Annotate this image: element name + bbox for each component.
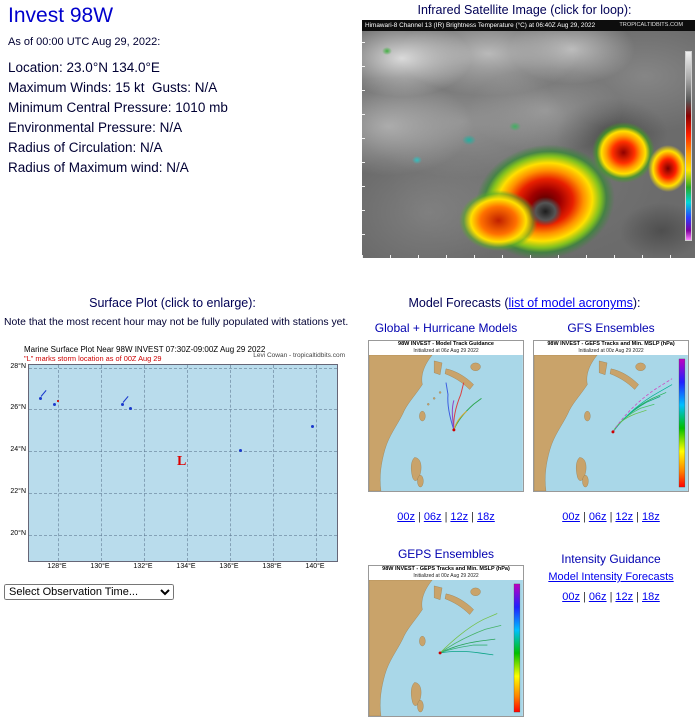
latitude-ticks [362, 42, 365, 258]
lon-label: 134°E [176, 563, 196, 570]
model-intensity-forecasts-link[interactable]: Model Intensity Forecasts [548, 571, 674, 583]
model-acronyms-link[interactable]: list of model acronyms [508, 296, 633, 310]
as-of-date: As of 00:00 UTC Aug 29, 2022: [8, 36, 161, 48]
surface-map-credit: Levi Cowan - tropicaltidbits.com [253, 352, 345, 359]
marine-surface-plot[interactable]: Marine Surface Plot Near 98W INVEST 07:3… [8, 344, 345, 572]
station-wind-barb [40, 390, 47, 397]
global-hurricane-run-links: 00z | 06z | 12z | 18z [397, 511, 495, 523]
run-link-06z[interactable]: 06z [423, 511, 442, 523]
lat-label: 20°N [10, 530, 26, 537]
convection-blob-east [648, 144, 689, 193]
map-subtitle: Initialized at 00z Aug 29 2022 [578, 348, 644, 354]
station-marker [311, 425, 314, 428]
observation-time-select[interactable]: Select Observation Time... [4, 584, 174, 600]
lon-label: 130°E [90, 563, 110, 570]
stat-location: Location: 23.0°N 134.0°E [8, 60, 160, 75]
surface-plot-note: Note that the most recent hour may not b… [4, 317, 349, 328]
page-title: Invest 98W [8, 4, 114, 27]
surface-map-title: Marine Surface Plot Near 98W INVEST 07:3… [24, 345, 266, 354]
gfs-ensembles-run-links: 00z | 06z | 12z | 18z [562, 511, 660, 523]
stat-radius-circulation: Radius of Circulation: N/A [8, 140, 163, 155]
map-subtitle: Initialized at 00z Aug 29 2022 [413, 573, 479, 579]
run-link-06z[interactable]: 06z [588, 591, 607, 603]
run-link-00z[interactable]: 00z [562, 591, 580, 603]
run-link-12z[interactable]: 12z [450, 511, 469, 523]
intensity-run-links: 00z | 06z | 12z | 18z [562, 591, 660, 603]
convection-blob-northeast [591, 121, 656, 184]
station-wind-barb [122, 396, 129, 403]
ir-temperature-colorbar [685, 50, 692, 242]
run-link-18z[interactable]: 18z [642, 511, 660, 523]
lat-label: 28°N [10, 363, 26, 370]
station-marker [239, 449, 242, 452]
lat-label: 26°N [10, 404, 26, 411]
lon-label: 138°E [262, 563, 282, 570]
convection-blob-secondary [458, 189, 539, 252]
infrared-satellite-image[interactable]: Himawari-8 Channel 13 (IR) Brightness Te… [362, 20, 695, 258]
section-title-global-hurricane: Global + Hurricane Models [374, 321, 518, 335]
satellite-cloud-field [362, 31, 695, 258]
section-title-gfs-ensembles: GFS Ensembles [567, 321, 655, 335]
tropicaltidbits-watermark: TROPICALTIDBITS.COM [619, 22, 683, 28]
convection-dark-center [528, 196, 562, 227]
run-link-12z[interactable]: 12z [615, 591, 634, 603]
lat-label: 24°N [10, 446, 26, 453]
longitude-ticks [362, 255, 685, 258]
gefs-tracks-map[interactable]: 98W INVEST - GEFS Tracks and Min. MSLP (… [533, 340, 689, 492]
surface-plot-heading: Surface Plot (click to enlarge): [89, 296, 256, 310]
convection-speck [508, 121, 521, 131]
stat-min-pressure: Minimum Central Pressure: 1010 mb [8, 100, 228, 115]
map-title: 98W INVEST - GEPS Tracks and Min. MSLP (… [382, 566, 510, 572]
surface-plot-area [28, 364, 338, 562]
run-link-06z[interactable]: 06z [588, 511, 607, 523]
lon-label: 128°E [47, 563, 67, 570]
run-link-18z[interactable]: 18z [477, 511, 495, 523]
stat-env-pressure: Environmental Pressure: N/A [8, 120, 183, 135]
convection-speck [381, 46, 392, 55]
geps-tracks-map[interactable]: 98W INVEST - GEPS Tracks and Min. MSLP (… [368, 565, 524, 717]
storm-stats: Location: 23.0°N 134.0°E Maximum Winds: … [8, 58, 228, 178]
station-marker [121, 403, 124, 406]
geps-tracks-chart [369, 580, 523, 716]
run-link-12z[interactable]: 12z [615, 511, 634, 523]
stat-max-winds: Maximum Winds: 15 kt Gusts: N/A [8, 80, 218, 95]
surface-map-subtitle: "L" marks storm location as of 00Z Aug 2… [24, 354, 162, 363]
model-track-guidance-map[interactable]: 98W INVEST - Model Track Guidance Initia… [368, 340, 524, 492]
section-title-intensity-guidance: Intensity Guidance [561, 552, 661, 566]
map-title: 98W INVEST - GEFS Tracks and Min. MSLP (… [547, 341, 675, 347]
map-title: 98W INVEST - Model Track Guidance [398, 341, 494, 347]
run-link-00z[interactable]: 00z [562, 511, 580, 523]
convection-speck [461, 135, 476, 146]
satellite-heading: Infrared Satellite Image (click for loop… [417, 3, 632, 17]
model-forecasts-heading: Model Forecasts (list of model acronyms)… [408, 296, 641, 310]
station-marker-red [57, 400, 59, 402]
gefs-tracks-chart [534, 355, 688, 491]
lat-label: 22°N [10, 488, 26, 495]
lon-label: 140°E [305, 563, 325, 570]
run-link-00z[interactable]: 00z [397, 511, 415, 523]
track-guidance-chart [369, 355, 523, 491]
lon-label: 136°E [219, 563, 239, 570]
convection-speck [411, 155, 422, 164]
station-marker [53, 403, 56, 406]
station-marker [129, 407, 132, 410]
lon-label: 132°E [133, 563, 153, 570]
storm-location-marker: L [177, 454, 187, 469]
stat-radius-max-wind: Radius of Maximum wind: N/A [8, 160, 189, 175]
map-subtitle: Initialized at 06z Aug 29 2022 [413, 348, 479, 354]
run-link-18z[interactable]: 18z [642, 591, 660, 603]
station-marker [39, 397, 42, 400]
section-title-geps-ensembles: GEPS Ensembles [397, 547, 495, 561]
satellite-image-title: Himawari-8 Channel 13 (IR) Brightness Te… [362, 20, 695, 31]
